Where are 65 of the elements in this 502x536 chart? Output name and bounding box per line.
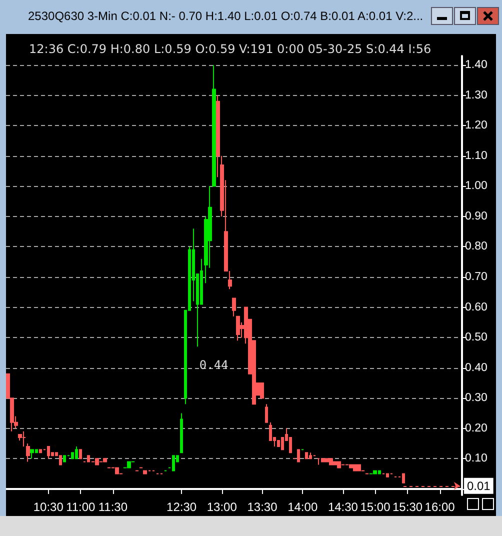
candlestick bbox=[212, 64, 216, 187]
candlestick bbox=[353, 464, 357, 472]
candlestick bbox=[337, 461, 341, 468]
candlestick bbox=[305, 452, 308, 460]
candlestick bbox=[325, 458, 329, 462]
candlestick bbox=[143, 470, 147, 474]
candlestick bbox=[265, 404, 268, 423]
candlestick bbox=[127, 461, 131, 468]
candlestick bbox=[297, 449, 300, 462]
y-tick-label: 0.30 bbox=[465, 392, 488, 404]
candlestick bbox=[47, 446, 50, 460]
y-tick-label: 0.90 bbox=[465, 210, 488, 222]
candlestick bbox=[402, 473, 405, 484]
y-tick-label: 1.10 bbox=[465, 150, 488, 162]
x-tick-label: 10:30 bbox=[33, 500, 64, 514]
candlestick bbox=[30, 449, 34, 460]
ref-line-label: 0.01 bbox=[466, 478, 491, 493]
candlestick bbox=[277, 440, 280, 448]
y-tick-label: 0.10 bbox=[465, 452, 488, 465]
candlestick bbox=[172, 455, 175, 472]
candlestick bbox=[63, 455, 66, 462]
candlestick bbox=[115, 467, 119, 474]
candlestick bbox=[386, 473, 389, 478]
x-tick-label: 15:00 bbox=[360, 500, 391, 514]
x-tick-label: 12:30 bbox=[166, 500, 197, 514]
candlestick bbox=[329, 458, 333, 466]
y-tick-label: 1.20 bbox=[465, 120, 488, 132]
candlestick bbox=[309, 452, 312, 460]
y-tick-label: 1.00 bbox=[465, 180, 488, 192]
candlestick bbox=[26, 443, 30, 462]
y-tick-label: 1.30 bbox=[465, 89, 488, 102]
y-tick-label: 0.70 bbox=[465, 271, 488, 284]
x-tick-label: 14:00 bbox=[288, 500, 318, 514]
x-tick-label: 14:30 bbox=[328, 500, 358, 514]
candlestick bbox=[260, 382, 264, 399]
y-tick-label: 0.80 bbox=[465, 240, 488, 253]
y-tick-label: 0.50 bbox=[465, 332, 488, 344]
y-tick-label: 0.40 bbox=[465, 362, 488, 374]
y-tick-label: 0.60 bbox=[465, 301, 488, 314]
annotation: 0.44 bbox=[199, 358, 228, 372]
x-tick-label: 11:00 bbox=[66, 500, 96, 514]
y-tick-label: 1.40 bbox=[465, 59, 488, 72]
x-tick-label: 16:00 bbox=[424, 500, 456, 514]
y-tick-label: 0.20 bbox=[465, 422, 488, 434]
candlestick bbox=[236, 316, 240, 342]
candlestick bbox=[79, 449, 82, 460]
candlestick bbox=[75, 446, 78, 460]
x-tick-label: 11:30 bbox=[98, 500, 128, 514]
x-tick-label: 13:00 bbox=[206, 500, 238, 514]
candlestick bbox=[59, 455, 62, 466]
candlestick bbox=[95, 458, 99, 466]
chart-subtitle: 12:36 C:0.79 H:0.80 L:0.59 O:0.59 V:191 0:00 05-30-25 S:0.44 I:56 bbox=[29, 42, 432, 56]
candlestick bbox=[321, 458, 325, 462]
x-tick-label: 13:30 bbox=[247, 500, 278, 514]
candlestick bbox=[39, 449, 42, 454]
candlestick bbox=[180, 412, 183, 454]
candlestick bbox=[357, 464, 361, 472]
candlestick bbox=[103, 458, 107, 462]
candlestick bbox=[333, 461, 337, 466]
candlestick bbox=[349, 464, 353, 468]
candlestick bbox=[232, 298, 236, 317]
chart-title: 2530Q630 3-Min C:0.01 N:- 0.70 H:1.40 L:0.01 O:0.74 B:0.01 A:0.01 V:2... bbox=[28, 9, 424, 23]
candlestick bbox=[373, 470, 377, 474]
x-tick-label: 15:30 bbox=[392, 500, 423, 514]
candlestick bbox=[22, 430, 26, 448]
